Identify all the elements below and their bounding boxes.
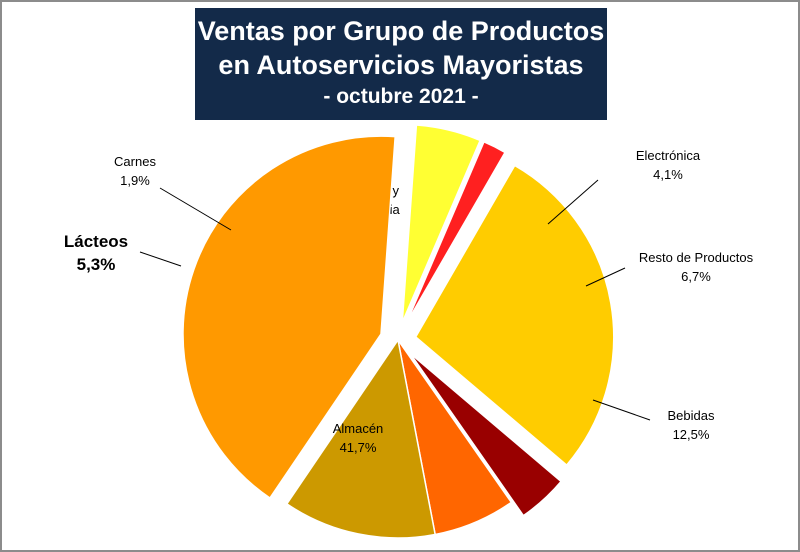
pie-slice-almacen: [182, 135, 396, 500]
leader-line-bebidas: [592, 399, 651, 421]
chart-title-line-2: en Autoservicios Mayoristas: [218, 50, 584, 80]
slice-value-bebidas: 12,5%: [673, 427, 710, 442]
pie-slice-electronica: [409, 352, 563, 517]
leader-line-electronica: [547, 179, 599, 225]
slice-value-resto: 6,7%: [681, 269, 711, 284]
slice-label-lacteos: Lácteos: [64, 232, 128, 251]
slice-value-almacen: 41,7%: [340, 440, 377, 455]
pie-slice-carnes: [405, 140, 507, 325]
slice-label-resto: Resto de Productos: [639, 250, 754, 265]
pie-slice-bebidas: [285, 338, 437, 539]
slice-label-almacen: Almacén: [333, 421, 384, 436]
leader-line-resto: [585, 267, 626, 287]
chart-subtitle: - octubre 2021 -: [323, 85, 479, 108]
slice-value-carnes: 1,9%: [120, 173, 150, 188]
leader-line-lacteos: [139, 251, 182, 267]
slice-value-lacteos: 5,3%: [77, 255, 116, 274]
pie-slice-lacteos: [401, 124, 482, 323]
chart-title-box: Ventas por Grupo de Productos en Autoser…: [195, 8, 607, 120]
slice-label-carnes: Carnes: [114, 154, 156, 169]
chart-title-line-1: Ventas por Grupo de Productos: [197, 16, 605, 46]
slice-label-electronica: Electrónica: [636, 148, 701, 163]
slice-value-electronica: 4,1%: [653, 167, 683, 182]
leader-line-carnes: [159, 187, 232, 231]
pie-slice-limpieza: [414, 164, 615, 467]
slice-label-bebidas: Bebidas: [668, 408, 715, 423]
